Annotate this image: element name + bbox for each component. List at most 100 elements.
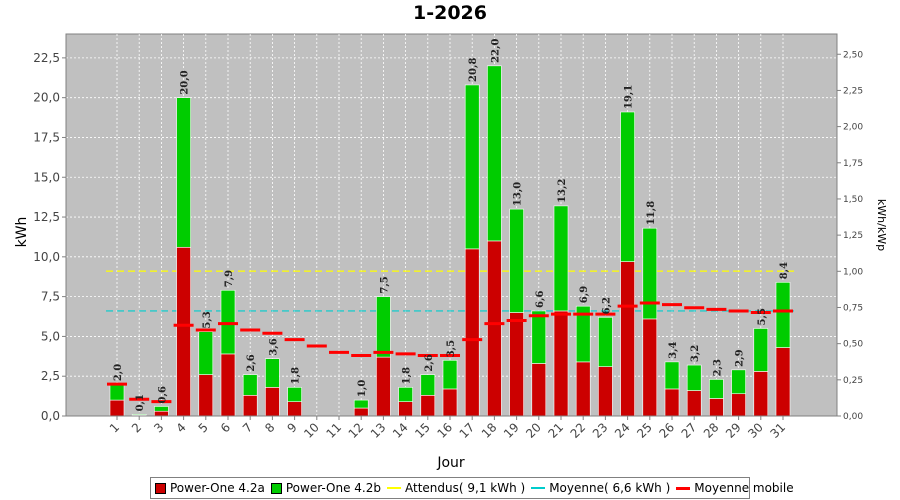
bar-series-b (198, 331, 214, 375)
legend-item-series-b: Power-One 4.2b (270, 481, 382, 495)
chart-title: 1-2026 (413, 2, 487, 24)
moving-average-group (107, 301, 793, 404)
y-tick-label: 17,5 (33, 130, 60, 144)
y2-tick-label: 2,50 (843, 50, 863, 60)
bar-series-a (575, 361, 591, 417)
x-tick-label: 23 (590, 420, 611, 441)
x-tick-label: 7 (240, 420, 255, 435)
bar-series-b (664, 361, 680, 390)
bar-series-a (509, 312, 524, 417)
y2-axis: 0,00 0,25 0,50 0,75 1,00 1,25 1,50 1,75 2,00 2,25… (836, 34, 863, 422)
x-tick-label: 22 (568, 420, 589, 441)
x-tick-label: 18 (479, 420, 500, 441)
bar-series-a (420, 395, 436, 417)
bar-total-label: 6,2 (601, 297, 612, 314)
bar-series-b (242, 374, 258, 396)
bar-total-label: 7,5 (379, 276, 390, 293)
bars-group (109, 65, 791, 417)
bar-series-a (442, 388, 458, 417)
bar-total-label: 11,8 (646, 201, 657, 225)
bar-total-label: 5,5 (757, 308, 768, 325)
legend-item-average: Moyenne( 6,6 kWh ) (531, 481, 670, 495)
x-tick-label: 14 (390, 420, 411, 441)
bar-series-a (464, 248, 480, 417)
bar-series-a (642, 318, 658, 417)
legend-item-expected: Attendus( 9,1 kWh ) (387, 481, 525, 495)
bar-series-b (376, 296, 391, 358)
bar-series-a (686, 390, 702, 417)
y-tick-label: 12,5 (33, 210, 60, 224)
x-tick-label: 5 (196, 420, 211, 435)
bar-series-a (709, 398, 724, 417)
bar-series-b (109, 383, 125, 401)
bar-total-label: 3,6 (268, 338, 279, 355)
x-tick-label: 29 (723, 420, 744, 441)
y-tick-label: 22,5 (33, 51, 60, 65)
bar-series-b (442, 359, 458, 390)
legend-label-average: Moyenne( 6,6 kWh ) (549, 481, 671, 495)
bar-total-label: 8,4 (779, 262, 790, 279)
x-tick-label: 3 (151, 420, 166, 435)
bar-series-a (242, 395, 258, 417)
bar-total-label: 2,9 (735, 349, 746, 366)
bar-series-a (553, 310, 569, 417)
bar-total-label: 2,6 (246, 354, 257, 371)
x-tick-label: 10 (301, 420, 322, 441)
x-tick-label: 2 (129, 420, 144, 435)
bar-series-a (265, 387, 280, 417)
y2-tick-label: 1,75 (843, 159, 863, 169)
bar-total-label: 7,9 (224, 270, 235, 287)
bar-series-b (509, 208, 524, 313)
reference-lines (106, 270, 794, 312)
bar-series-a (220, 353, 236, 417)
bar-labels-group: 2,0 0,1 0,6 20,0 5,3 7,9 2,6 3,6 1,8 1,0 7,5 1,8 2,6… (113, 38, 790, 411)
x-tick-label: 21 (545, 420, 566, 441)
bar-series-a (731, 393, 746, 417)
x-tick-label: 27 (679, 420, 700, 441)
y-tick-label: 7,5 (41, 290, 60, 304)
bar-series-a (109, 399, 125, 417)
bar-series-a (664, 388, 680, 417)
y2-tick-label: 1,25 (843, 231, 863, 241)
x-tick-label: 4 (173, 420, 188, 435)
bar-total-label: 0,1 (135, 394, 146, 411)
y2-tick-label: 0,75 (843, 303, 863, 313)
bar-series-a (176, 246, 191, 417)
y2-tick-label: 0,25 (843, 376, 863, 386)
x-tick-label: 20 (523, 420, 544, 441)
bar-series-a (287, 401, 302, 417)
bar-series-a (620, 261, 635, 417)
bar-series-b (598, 317, 613, 367)
y2-tick-label: 0,00 (843, 412, 863, 422)
bar-total-label: 20,8 (468, 58, 479, 82)
y2-tick-label: 0,50 (843, 340, 863, 350)
bar-total-label: 1,8 (402, 367, 413, 384)
y-tick-label: 2,5 (41, 369, 60, 383)
legend-label-series-b: Power-One 4.2b (285, 481, 382, 495)
bar-total-label: 2,0 (113, 364, 124, 381)
bar-series-b (487, 65, 502, 242)
bar-total-label: 3,4 (668, 341, 679, 358)
y-axis-label: kWh (14, 217, 30, 248)
x-axis: 1 2 3 4 5 6 7 8 9 10 11 12 13 14 15 16 17 18 19 20 21 22 23 24 2… (66, 415, 837, 441)
x-tick-label: 30 (745, 420, 766, 441)
x-tick-label: 26 (656, 420, 677, 441)
bar-total-label: 2,3 (712, 359, 723, 376)
bar-total-label: 1,8 (291, 367, 302, 384)
legend-label-series-a: Power-One 4.2a (170, 481, 265, 495)
x-tick-label: 24 (612, 420, 633, 441)
x-tick-label: 15 (412, 420, 433, 441)
legend-swatch-moving-average (676, 486, 691, 490)
y-tick-label: 10,0 (33, 250, 60, 264)
bar-series-b (265, 358, 280, 388)
bar-series-a (198, 374, 214, 417)
legend-label-expected: Attendus( 9,1 kWh ) (405, 481, 526, 495)
bar-series-b (220, 289, 236, 355)
x-tick-label: 8 (262, 420, 277, 435)
bar-series-b (353, 399, 369, 409)
x-axis-label: Jour (436, 455, 465, 471)
x-tick-label: 13 (368, 420, 389, 441)
y2-tick-label: 1,50 (843, 195, 863, 205)
bar-series-a (376, 356, 391, 417)
chart-svg: 2,00,1 0,620,05,37,92,63,61,81,07,51,82,6… (14, 33, 888, 471)
